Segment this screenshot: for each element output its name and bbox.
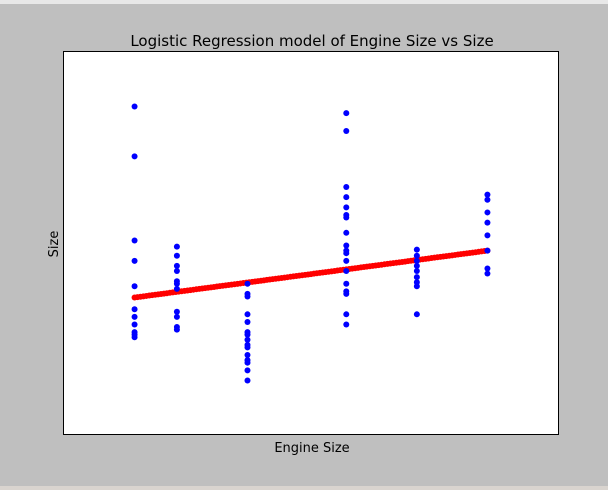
data-point: [484, 270, 491, 277]
data-point: [484, 209, 491, 216]
data-point: [173, 326, 180, 333]
data-point: [343, 250, 350, 257]
data-point: [131, 257, 138, 264]
data-point: [244, 318, 251, 325]
data-point: [131, 331, 138, 338]
data-point: [343, 290, 350, 297]
data-point: [173, 313, 180, 320]
data-point: [343, 268, 350, 275]
data-point: [413, 257, 420, 264]
data-point: [343, 280, 350, 287]
data-point: [343, 321, 350, 328]
window-top-edge: [0, 0, 608, 4]
data-point: [413, 262, 420, 269]
data-point: [131, 103, 138, 110]
x-axis-label: Engine Size: [274, 441, 349, 456]
data-point: [173, 268, 180, 275]
data-point: [413, 283, 420, 290]
data-point: [244, 377, 251, 384]
data-point: [484, 232, 491, 239]
plot-area: [63, 51, 559, 435]
data-point: [343, 183, 350, 190]
y-axis-label: Size: [47, 231, 62, 258]
data-point: [173, 280, 180, 287]
window-bottom-edge: [0, 486, 608, 490]
data-point: [131, 313, 138, 320]
data-point: [413, 311, 420, 318]
data-point: [343, 229, 350, 236]
data-point: [131, 306, 138, 313]
data-point: [343, 127, 350, 134]
data-point: [413, 246, 420, 253]
data-point: [244, 311, 251, 318]
data-point: [343, 194, 350, 201]
data-point: [244, 293, 251, 300]
data-point: [343, 257, 350, 264]
data-point: [131, 283, 138, 290]
data-point: [484, 191, 491, 198]
data-point: [131, 321, 138, 328]
data-point: [484, 247, 491, 254]
data-point: [173, 252, 180, 259]
data-point: [343, 214, 350, 221]
data-point: [244, 359, 251, 366]
data-point: [343, 242, 350, 249]
data-point: [484, 265, 491, 272]
data-point: [244, 280, 251, 287]
data-point: [244, 344, 251, 351]
data-point: [244, 336, 251, 343]
data-point: [343, 311, 350, 318]
data-point: [413, 252, 420, 259]
data-point: [173, 285, 180, 292]
data-point: [244, 331, 251, 338]
data-point: [413, 268, 420, 275]
data-point: [131, 237, 138, 244]
data-point: [413, 274, 420, 281]
chart-marks: [131, 103, 491, 384]
data-point: [484, 196, 491, 203]
data-point: [484, 219, 491, 226]
data-point: [244, 352, 251, 359]
data-point: [173, 308, 180, 315]
data-point: [173, 262, 180, 269]
data-point: [173, 243, 180, 250]
data-point: [131, 153, 138, 160]
data-point: [244, 367, 251, 374]
chart-title: Logistic Regression model of Engine Size…: [130, 32, 493, 50]
data-point: [343, 204, 350, 211]
data-point: [343, 110, 350, 117]
